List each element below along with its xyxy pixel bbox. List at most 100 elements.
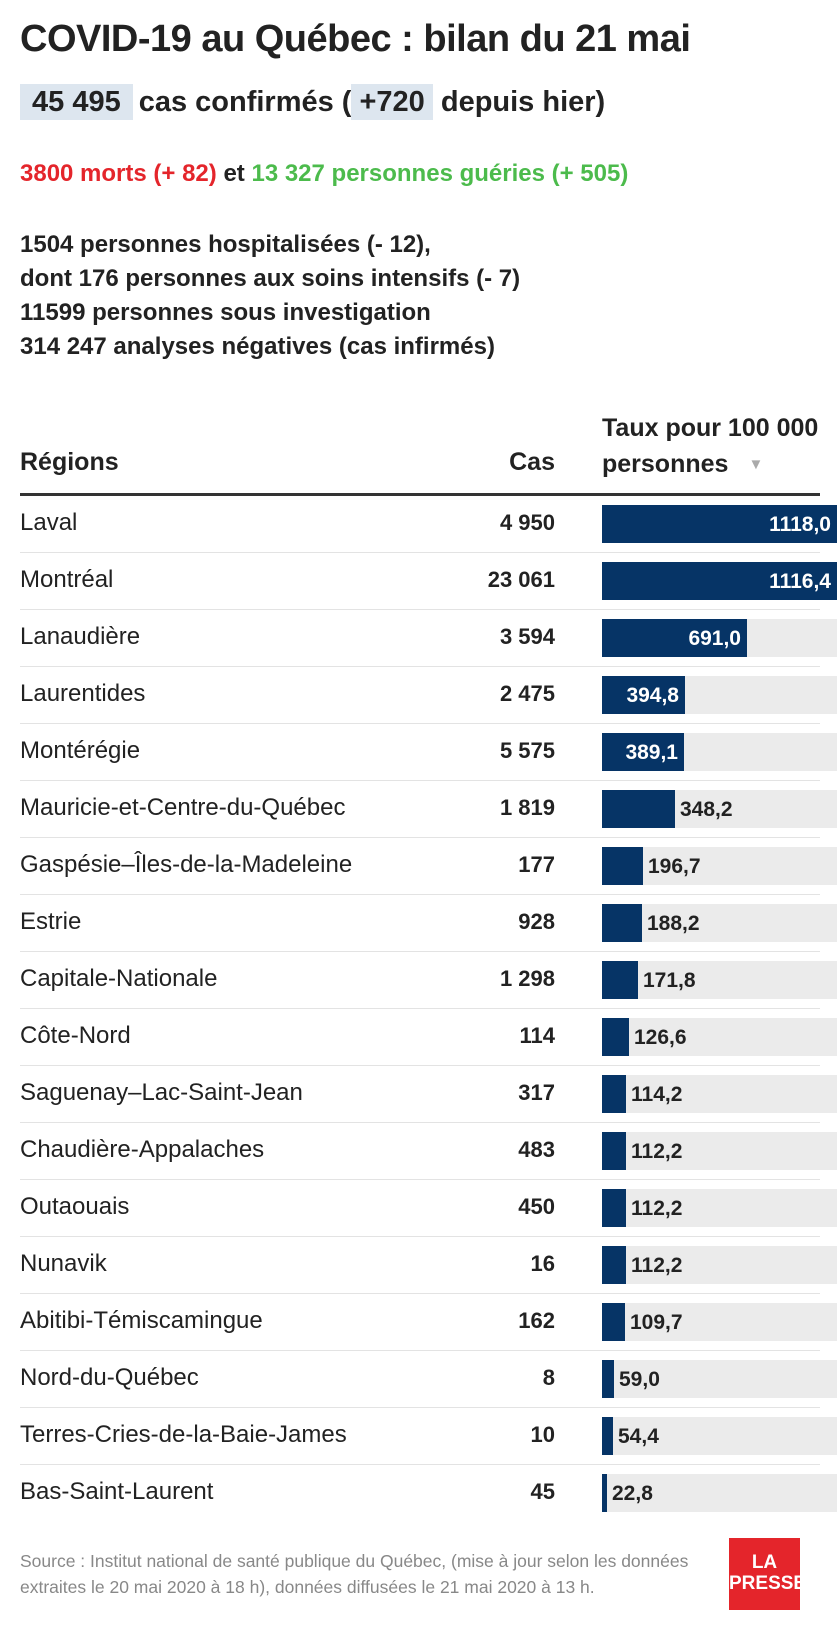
region-name: Montérégie: [20, 737, 141, 764]
hospitalized-line: 1504 personnes hospitalisées (- 12),: [20, 231, 431, 258]
rate-value-label: 196,7: [648, 855, 701, 878]
region-name: Terres-Cries-de-la-Baie-James: [20, 1421, 347, 1448]
rate-bar: [602, 1417, 613, 1455]
rate-bar: [602, 1189, 626, 1227]
rate-bar-track: 1116,4: [602, 562, 837, 600]
source-note: Source : Institut national de santé publ…: [20, 1551, 689, 1597]
sort-descending-icon[interactable]: ▼: [748, 456, 764, 474]
case-count: 45: [530, 1479, 555, 1504]
region-name: Laurentides: [20, 680, 146, 707]
rate-bar: [602, 619, 747, 657]
deaths-conjunction: et: [216, 160, 252, 187]
rate-bar: [602, 562, 837, 600]
case-count: 483: [518, 1137, 555, 1162]
region-name: Estrie: [20, 908, 82, 935]
table-row: Outaouais 450 112,2: [20, 1180, 837, 1237]
rate-bar-track: 394,8: [602, 676, 837, 714]
rate-bar-track: 112,2: [602, 1132, 837, 1170]
case-count: 928: [518, 909, 555, 934]
hospital-stats: 1504 personnes hospitalisées (- 12), don…: [20, 228, 520, 364]
column-header-region[interactable]: Régions: [20, 448, 119, 476]
table-row: Estrie 928 188,2: [20, 895, 837, 952]
region-name: Outaouais: [20, 1193, 130, 1220]
region-name: Lanaudière: [20, 623, 141, 650]
region-name: Abitibi-Témiscamingue: [20, 1307, 263, 1334]
rate-value-label: 112,2: [631, 1197, 683, 1220]
table-row: Terres-Cries-de-la-Baie-James 10 54,4: [20, 1408, 837, 1465]
rate-bar: [602, 790, 675, 828]
confirmed-text-b: depuis hier): [432, 86, 606, 118]
rate-bar: [602, 676, 685, 714]
rate-value-label: 1116,4: [769, 570, 831, 593]
table-row: Montréal 23 061 1116,4: [20, 553, 837, 610]
rate-bar-track: 188,2: [602, 904, 837, 942]
confirmed-cases-line: 45 495 cas confirmés (+720 depuis hier): [20, 84, 606, 120]
rate-bar-track: 109,7: [602, 1303, 837, 1341]
header-divider: [20, 493, 820, 496]
rate-value-label: 348,2: [680, 798, 733, 821]
table-row: Saguenay–Lac-Saint-Jean 317 114,2: [20, 1066, 837, 1123]
rate-bar: [602, 1018, 629, 1056]
rate-bar: [602, 1132, 626, 1170]
column-header-rate[interactable]: Taux pour 100 000 personnes ▼: [602, 410, 818, 483]
table-row: Mauricie-et-Centre-du-Québec 1 819 348,2: [20, 781, 837, 838]
deaths-count: 3800 morts (+ 82): [20, 160, 217, 187]
rate-bar-track: 59,0: [602, 1360, 837, 1398]
rate-bar-track: 196,7: [602, 847, 837, 885]
case-count: 1 819: [499, 795, 555, 820]
region-name: Nunavik: [20, 1250, 107, 1277]
region-name: Gaspésie–Îles-de-la-Madeleine: [20, 851, 353, 878]
rate-value-label: 394,8: [626, 684, 679, 707]
region-name: Saguenay–Lac-Saint-Jean: [20, 1079, 303, 1106]
case-count: 2 475: [499, 681, 555, 706]
rate-bar-track: 389,1: [602, 733, 837, 771]
rate-value-label: 171,8: [643, 969, 696, 992]
rate-value-label: 112,2: [631, 1254, 683, 1277]
rate-bar: [602, 1075, 626, 1113]
case-count: 317: [518, 1080, 555, 1105]
rate-bar-track: 22,8: [602, 1474, 837, 1512]
rate-value-label: 188,2: [647, 912, 700, 935]
rate-bar-track: 691,0: [602, 619, 837, 657]
rate-value-label: 112,2: [631, 1140, 683, 1163]
table-row: Montérégie 5 575 389,1: [20, 724, 837, 781]
rate-value-label: 59,0: [619, 1368, 660, 1391]
rate-header-line1: Taux pour 100 000: [602, 414, 819, 442]
column-header-cases[interactable]: Cas: [509, 448, 555, 476]
table-row: Capitale-Nationale 1 298 171,8: [20, 952, 837, 1009]
under-investigation-line: 11599 personnes sous investigation: [20, 299, 431, 326]
rate-bar: [602, 1360, 614, 1398]
negative-tests-line: 314 247 analyses négatives (cas infirmés…: [20, 333, 495, 360]
page-title: COVID-19 au Québec : bilan du 21 mai: [20, 18, 691, 60]
region-name: Capitale-Nationale: [20, 965, 218, 992]
rate-value-label: 126,6: [634, 1026, 687, 1049]
rate-value-label: 114,2: [631, 1083, 683, 1106]
intensive-care-line: dont 176 personnes aux soins intensifs (…: [20, 265, 521, 292]
region-name: Mauricie-et-Centre-du-Québec: [20, 794, 346, 821]
deaths-recovered-line: 3800 morts (+ 82) et 13 327 personnes gu…: [20, 160, 628, 188]
logo-line2: PRESSE: [729, 1573, 807, 1594]
confirmed-total: 45 495: [20, 84, 133, 120]
region-name: Nord-du-Québec: [20, 1364, 199, 1391]
table-row: Laurentides 2 475 394,8: [20, 667, 837, 724]
rate-bar: [602, 505, 837, 543]
rate-bar: [602, 733, 684, 771]
confirmed-text-a: cas confirmés (: [138, 86, 352, 118]
region-name: Laval: [20, 509, 78, 536]
rate-bar: [602, 847, 643, 885]
case-count: 162: [518, 1308, 555, 1333]
case-count: 177: [518, 852, 555, 877]
table-row: Laval 4 950 1118,0: [20, 496, 837, 553]
la-presse-logo: LA PRESSE: [729, 1538, 806, 1610]
logo-line1: LA: [751, 1552, 778, 1573]
rate-bar: [602, 961, 638, 999]
table-row: Abitibi-Témiscamingue 162 109,7: [20, 1294, 837, 1351]
rate-value-label: 691,0: [688, 627, 741, 650]
rate-bar: [602, 904, 642, 942]
rate-value-label: 109,7: [630, 1311, 683, 1334]
rate-bar-track: 348,2: [602, 790, 837, 828]
rate-bar-track: 114,2: [602, 1075, 837, 1113]
table-row: Lanaudière 3 594 691,0: [20, 610, 837, 667]
rate-bar-track: 112,2: [602, 1189, 837, 1227]
region-name: Bas-Saint-Laurent: [20, 1478, 214, 1505]
